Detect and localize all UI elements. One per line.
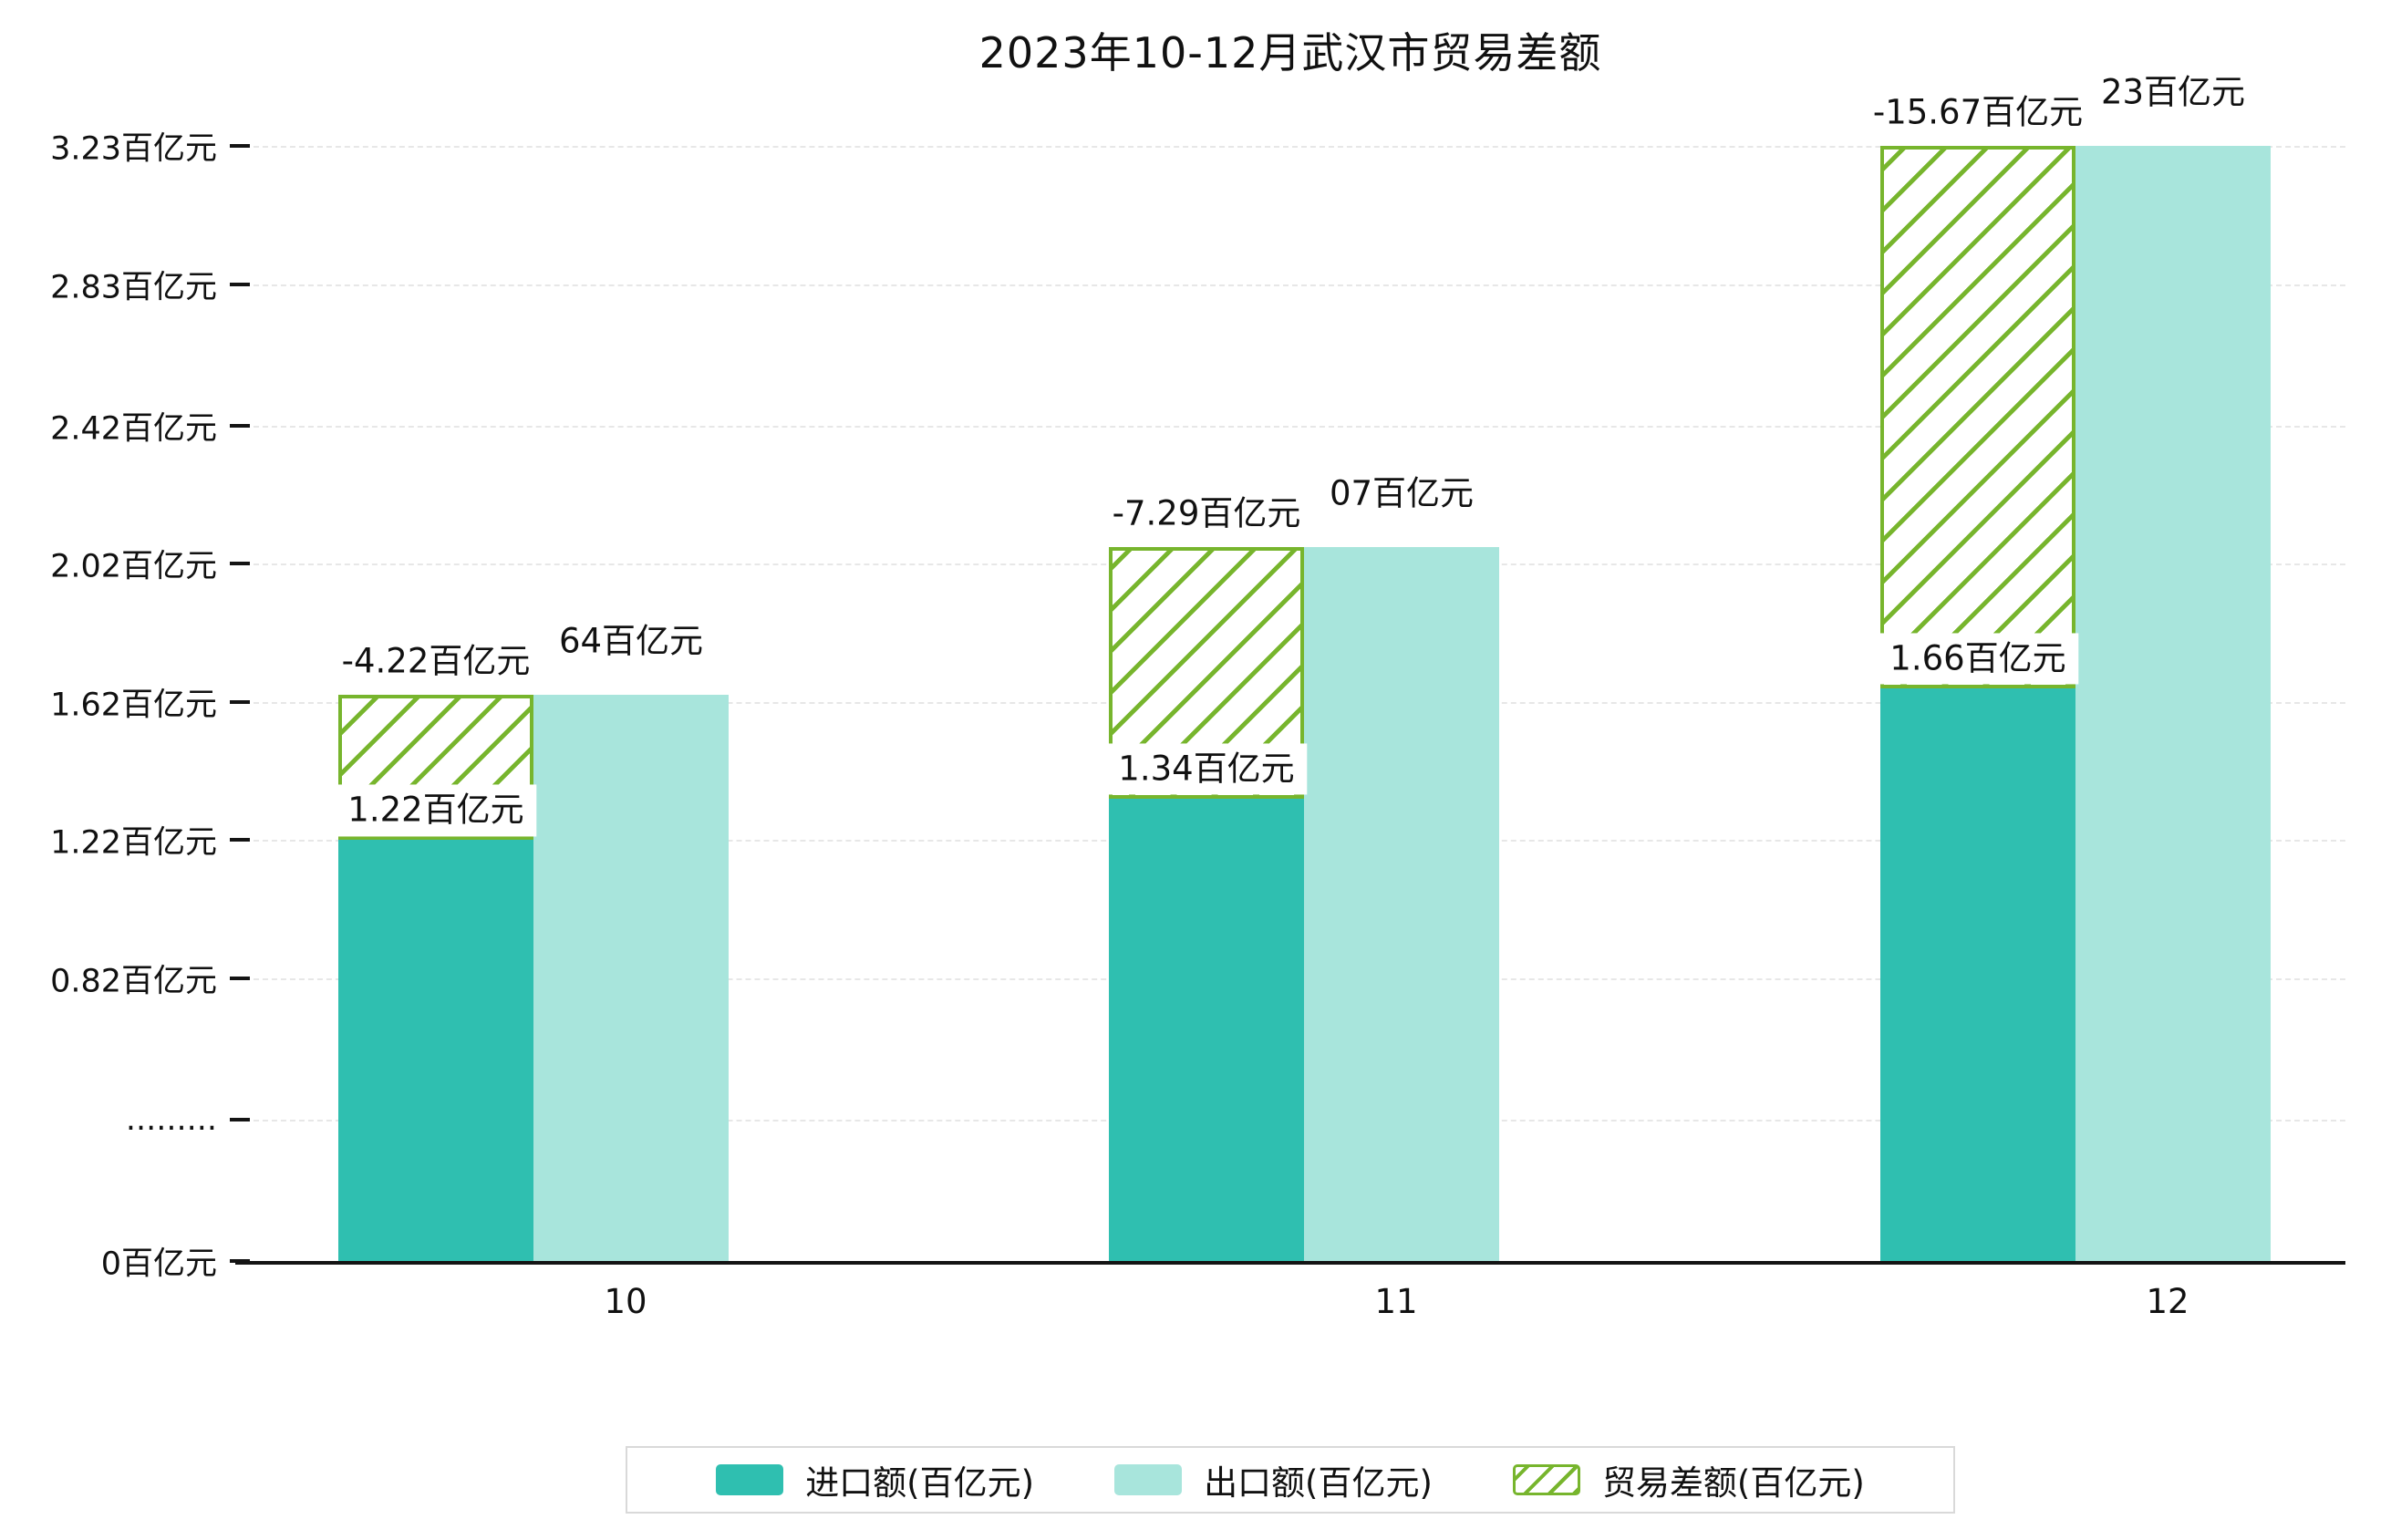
y-tick-label: 0百亿元	[100, 1245, 217, 1283]
y-tick-label: .........	[125, 1101, 217, 1138]
trade-balance-value-label: -7.29百亿元	[1099, 487, 1314, 540]
legend: 进口额(百亿元) 出口额(百亿元) 贸易差额(百亿元)	[626, 1446, 1955, 1514]
y-tick-label: 1.22百亿元	[50, 824, 217, 862]
x-tick-label: 11	[1374, 1282, 1418, 1321]
y-tick-label: 3.23百亿元	[50, 130, 217, 168]
gridline	[235, 284, 2345, 286]
y-tick-mark	[230, 562, 250, 566]
y-tick-label: 2.02百亿元	[50, 548, 217, 585]
legend-swatch-import	[716, 1464, 784, 1495]
export-bar	[2075, 146, 2271, 1261]
y-tick-label: 2.83百亿元	[50, 269, 217, 306]
trade-balance-value-label: -4.22百亿元	[328, 636, 543, 688]
x-tick-label: 10	[604, 1282, 647, 1321]
legend-swatch-export	[1114, 1464, 1183, 1495]
export-bar	[533, 695, 729, 1261]
gridline	[235, 146, 2345, 149]
import-value-label: 1.22百亿元	[335, 784, 537, 837]
export-bar	[1304, 546, 1499, 1261]
legend-item-export: 出口额(百亿元)	[1114, 1455, 1433, 1504]
legend-label-export: 出口额(百亿元)	[1204, 1463, 1433, 1503]
y-tick-mark	[230, 424, 250, 429]
import-value-label: 1.34百亿元	[1105, 743, 1308, 795]
y-tick-mark	[230, 1117, 250, 1121]
y-tick-label: 2.42百亿元	[50, 410, 217, 448]
y-tick-mark	[230, 699, 250, 704]
x-axis-line	[235, 1261, 2345, 1265]
y-tick-label: 1.62百亿元	[50, 687, 217, 724]
export-value-label: 23百亿元	[2087, 67, 2259, 119]
y-tick-mark	[230, 976, 250, 980]
import-bar	[338, 840, 533, 1261]
chart-title: 2023年10-12月武汉市贸易差额	[978, 28, 1602, 78]
y-tick-mark	[230, 838, 250, 842]
import-bar	[1109, 798, 1304, 1261]
y-tick-label: 0.82百亿元	[50, 963, 217, 1000]
trade-balance-value-label: -15.67百亿元	[1859, 87, 2096, 140]
legend-swatch-balance	[1512, 1464, 1580, 1495]
legend-label-import: 进口额(百亿元)	[805, 1463, 1035, 1503]
trade-balance-bar	[1880, 146, 2075, 688]
export-value-label: 64百亿元	[545, 615, 717, 668]
legend-item-balance: 贸易差额(百亿元)	[1512, 1455, 1865, 1504]
y-tick-mark	[230, 282, 250, 286]
gridline	[235, 426, 2345, 429]
import-bar	[1880, 687, 2075, 1261]
legend-label-balance: 贸易差额(百亿元)	[1601, 1463, 1865, 1503]
y-tick-mark	[230, 144, 250, 149]
export-value-label: 07百亿元	[1316, 467, 1487, 520]
x-tick-label: 12	[2146, 1282, 2189, 1321]
legend-item-import: 进口额(百亿元)	[716, 1455, 1034, 1504]
import-value-label: 1.66百亿元	[1877, 633, 2079, 685]
